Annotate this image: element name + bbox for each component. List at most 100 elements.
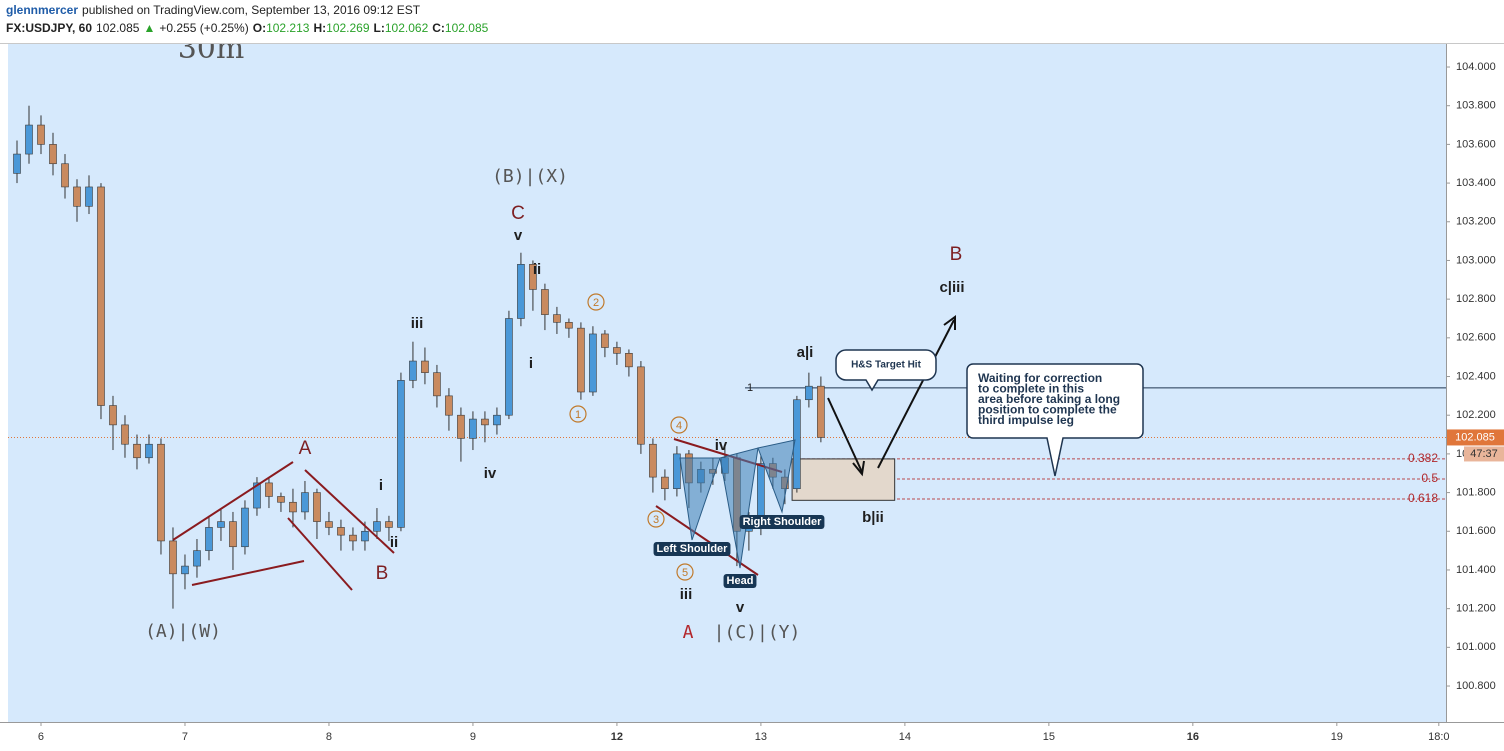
y-tick-label: 101.200 bbox=[1456, 603, 1496, 615]
fib-label: 0.5 bbox=[1421, 471, 1438, 485]
axes: 104.000 103.800 103.600 103.400 103.200 103.0… bbox=[0, 44, 1504, 751]
trendline bbox=[304, 469, 395, 554]
candle-body bbox=[817, 385, 825, 438]
candle-body bbox=[505, 318, 513, 416]
candle-body bbox=[301, 492, 309, 513]
candle-body bbox=[373, 521, 381, 532]
candle-body bbox=[601, 333, 609, 348]
fib-label: 0.382 bbox=[1408, 451, 1438, 465]
wave-label: iv bbox=[484, 465, 497, 482]
callout-text: area before taking a long bbox=[978, 392, 1120, 406]
candle-body bbox=[361, 530, 369, 542]
y-axis-bg bbox=[1446, 44, 1504, 722]
published: published on TradingView.com, September … bbox=[82, 3, 421, 17]
pattern-text: Right Shoulder bbox=[743, 516, 823, 528]
ohlc-value: 102.269 bbox=[326, 21, 370, 35]
x-tick-label: 6 bbox=[38, 731, 44, 743]
candle-body bbox=[493, 414, 501, 426]
candle-body bbox=[193, 550, 201, 567]
candle-body bbox=[397, 380, 405, 528]
candle-body bbox=[157, 443, 165, 542]
wave-circle bbox=[569, 405, 587, 423]
wave-label: b|ii bbox=[862, 509, 884, 526]
trendline bbox=[287, 517, 353, 591]
y-tick-label: 103.200 bbox=[1456, 216, 1496, 228]
level-label: 1 bbox=[747, 382, 753, 394]
pattern-label: Head bbox=[723, 574, 757, 588]
countdown-label: 47:37 bbox=[1470, 448, 1498, 460]
wave-circle bbox=[676, 563, 694, 581]
wave-label: (B)|(X) bbox=[492, 166, 568, 187]
last-price: 102.085 bbox=[96, 21, 140, 35]
trendline bbox=[191, 560, 305, 586]
candle-body bbox=[121, 424, 129, 445]
callout-text: Waiting for correction bbox=[978, 371, 1102, 385]
candle-body bbox=[61, 163, 69, 188]
x-tick-label: 12 bbox=[611, 731, 623, 743]
candle-body bbox=[313, 492, 321, 522]
candle-body bbox=[73, 186, 81, 207]
x-tick-label: 13 bbox=[755, 731, 767, 743]
up-arrow: ▲ bbox=[143, 21, 155, 35]
wave-number: 5 bbox=[682, 567, 688, 579]
callout-box bbox=[966, 363, 1144, 477]
candle-body bbox=[229, 521, 237, 548]
candle-body bbox=[469, 418, 477, 439]
candle-body bbox=[289, 501, 297, 513]
plot-bg bbox=[8, 44, 1446, 722]
callout-text: third impulse leg bbox=[978, 413, 1074, 427]
header-line: glennmercer published on TradingView.com,… bbox=[6, 3, 421, 17]
candle-body bbox=[97, 186, 105, 406]
wave-label: A bbox=[299, 438, 312, 459]
candle-body bbox=[517, 264, 525, 319]
wave-label: a|i bbox=[797, 344, 814, 361]
candle-body bbox=[805, 385, 813, 401]
wave-circle bbox=[587, 293, 605, 311]
arrow bbox=[877, 319, 955, 469]
wave-number: 2 bbox=[593, 297, 599, 309]
candle-body bbox=[673, 453, 681, 490]
x-tick-label: 14 bbox=[899, 731, 911, 743]
candle-body bbox=[109, 405, 117, 426]
candle-body bbox=[181, 565, 189, 575]
wave-number: 4 bbox=[676, 420, 682, 432]
author: glennmercer bbox=[6, 3, 78, 17]
y-tick-label: 103.800 bbox=[1456, 100, 1496, 112]
wave-circle bbox=[647, 510, 665, 528]
y-tick-label: 102.800 bbox=[1456, 293, 1496, 305]
candle-body bbox=[481, 418, 489, 426]
candle-body bbox=[445, 395, 453, 416]
candle-body bbox=[253, 482, 261, 509]
candle-body bbox=[625, 353, 633, 368]
candle-body bbox=[133, 443, 141, 459]
wave-label: B bbox=[950, 244, 963, 265]
x-axis-bg bbox=[0, 722, 1504, 751]
x-tick-label: 15 bbox=[1043, 731, 1055, 743]
wave-label: v bbox=[736, 599, 745, 616]
price-tag-label: 102.085 bbox=[1455, 431, 1495, 443]
candle-body bbox=[661, 476, 669, 490]
candle-body bbox=[457, 414, 465, 439]
x-tick-label: 7 bbox=[182, 731, 188, 743]
wave-label: v bbox=[514, 227, 523, 244]
candle-body bbox=[577, 327, 585, 393]
ohlc-value: 102.062 bbox=[385, 21, 429, 35]
candle-body bbox=[529, 264, 537, 290]
wave-label: |(C)|(Y) bbox=[714, 622, 801, 643]
pattern-pill bbox=[723, 574, 757, 588]
candle-body bbox=[553, 314, 561, 323]
candle-body bbox=[217, 521, 225, 528]
candle-body bbox=[277, 496, 285, 503]
x-tick-label: 8 bbox=[326, 731, 332, 743]
x-tick-label: 18:0 bbox=[1428, 731, 1449, 743]
candle-body bbox=[385, 521, 393, 528]
wave-label: c|iii bbox=[939, 279, 964, 296]
callout-text: position to complete the bbox=[978, 403, 1117, 417]
candle-body bbox=[265, 482, 273, 497]
ohlc-label: O: bbox=[253, 21, 266, 35]
wave-label: ii bbox=[390, 534, 398, 551]
candle-body bbox=[169, 540, 177, 575]
callout-text: H&S Target Hit bbox=[851, 360, 921, 371]
hs-pattern bbox=[679, 439, 796, 569]
wave-label: C bbox=[511, 203, 525, 224]
